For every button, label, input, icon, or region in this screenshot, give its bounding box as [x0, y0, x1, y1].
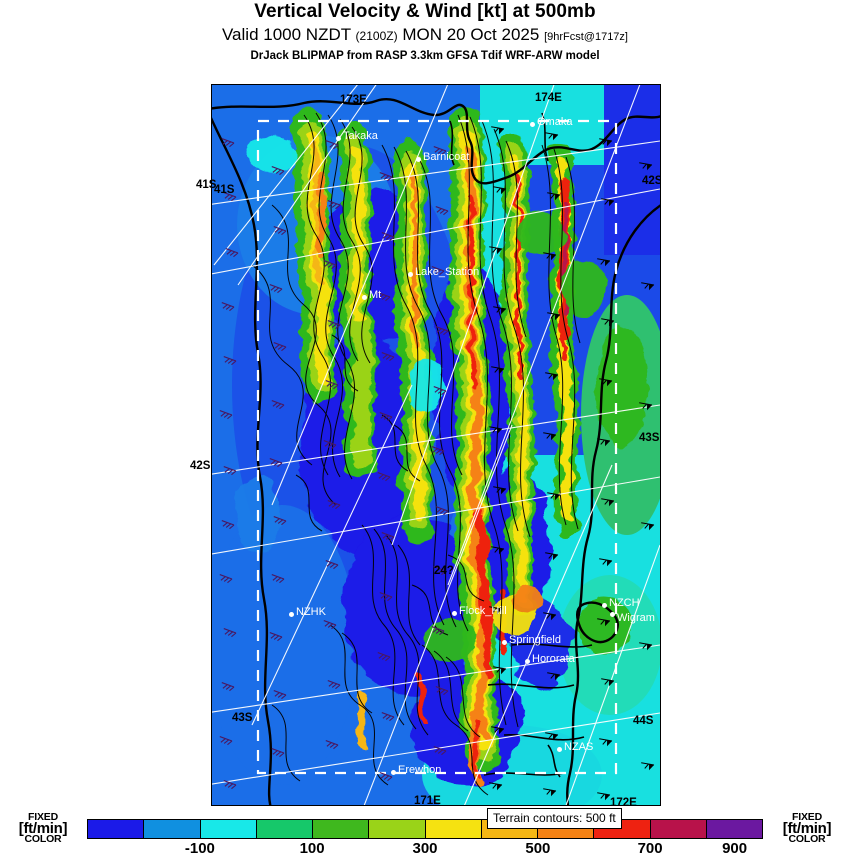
place-label: NZCH [609, 597, 640, 609]
colorbar-segment-5[interactable] [369, 820, 426, 838]
place-label: Springfield [509, 634, 561, 646]
latitude-label: 41S [196, 179, 217, 191]
graticule-label: 172E [610, 797, 637, 806]
valid-date: MON 20 Oct 2025 [402, 25, 540, 44]
valid-time: Valid 1000 NZDT [221, 25, 351, 44]
graticule-label: 43S [232, 712, 253, 724]
forecast-map[interactable]: 173E 174E 171E 172E 41S 42S 43S 44S 24? Takaka Ba… [211, 84, 661, 806]
place-label: Omaka [537, 116, 573, 128]
colorbar-segment-1[interactable] [144, 820, 201, 838]
place-marker-dot [602, 603, 607, 608]
colorbar-left-legend: FIXED [ft/min] COLOR [0, 812, 86, 845]
latitude-label: 43S [639, 432, 660, 444]
forecast-tag: [9hrFcst@1717z] [544, 31, 628, 43]
page-title: Vertical Velocity & Wind [kt] at 500mb [254, 1, 596, 22]
colorbar-tick: 700 [637, 840, 663, 857]
title-block: Vertical Velocity & Wind [kt] at 500mb V… [0, 0, 850, 64]
colorbar-tick: 900 [722, 840, 748, 857]
colorbar-right-legend: FIXED [ft/min] COLOR [764, 812, 850, 845]
graticule-label: 44S [633, 715, 654, 727]
colorbar-tick-labels: -100 100 300 500 700 900 [87, 840, 763, 860]
colorbar-tick: 100 [299, 840, 325, 857]
colorbar-segment-4[interactable] [313, 820, 370, 838]
place-marker-dot [530, 122, 535, 127]
place-marker-dot [416, 157, 421, 162]
terrain-contour-note: Terrain contours: 500 ft [487, 808, 622, 829]
place-label: Takaka [343, 130, 378, 142]
place-marker-dot [502, 640, 507, 645]
place-label: Mt [369, 289, 382, 301]
latitude-label: 42S [190, 460, 211, 472]
place-marker-dot [289, 612, 294, 617]
graticule-label: 24? [434, 565, 454, 577]
place-marker-dot [408, 272, 413, 277]
units-label-left: [ft/min] [18, 820, 68, 837]
graticule-label: 171E [414, 795, 441, 806]
graticule-label: 42S [642, 175, 661, 187]
place-marker-dot [557, 747, 562, 752]
colorbar-segment-0[interactable] [88, 820, 145, 838]
place-label: Flock_Hill [459, 605, 507, 617]
colorbar-segment-2[interactable] [200, 820, 257, 838]
place-marker-dot [452, 611, 457, 616]
place-marker-dot [336, 136, 341, 141]
model-source-line: DrJack BLIPMAP from RASP 3.3km GFSA Tdif… [250, 50, 600, 62]
place-marker-dot [525, 659, 530, 664]
colorbar-tick: 300 [412, 840, 438, 857]
colorbar-segment-10[interactable] [650, 820, 707, 838]
fixed-label-right: FIXED [792, 811, 822, 823]
place-label: Hororata [532, 653, 575, 665]
colorbar-tick: -100 [184, 840, 215, 857]
place-marker-dot [610, 612, 615, 617]
place-label: NZAS [564, 741, 594, 753]
color-label-left: COLOR [24, 833, 62, 845]
valid-utc: (2100Z) [355, 29, 398, 43]
place-label: Wigram [617, 612, 655, 624]
color-label-right: COLOR [788, 833, 826, 845]
colorbar-segment-11[interactable] [706, 820, 762, 838]
place-label: NZHK [296, 606, 326, 618]
graticule-label: 173E [340, 94, 367, 106]
colorbar-segment-3[interactable] [256, 820, 313, 838]
fixed-label-left: FIXED [28, 811, 58, 823]
units-label-right: [ft/min] [782, 820, 832, 837]
graticule-label: 174E [535, 92, 562, 104]
graticule-label: 41S [214, 184, 235, 196]
place-label: Barnicoat [423, 151, 470, 163]
place-label: Erewhon [398, 764, 442, 776]
place-marker-dot [391, 770, 396, 775]
map-canvas [212, 85, 660, 805]
place-label: Lake_Station [415, 266, 480, 278]
valid-line: Valid 1000 NZDT (2100Z) MON 20 Oct 2025 … [0, 24, 850, 48]
place-marker-dot [362, 295, 367, 300]
colorbar[interactable] [87, 819, 763, 839]
colorbar-segment-6[interactable] [425, 820, 482, 838]
colorbar-tick: 500 [525, 840, 551, 857]
